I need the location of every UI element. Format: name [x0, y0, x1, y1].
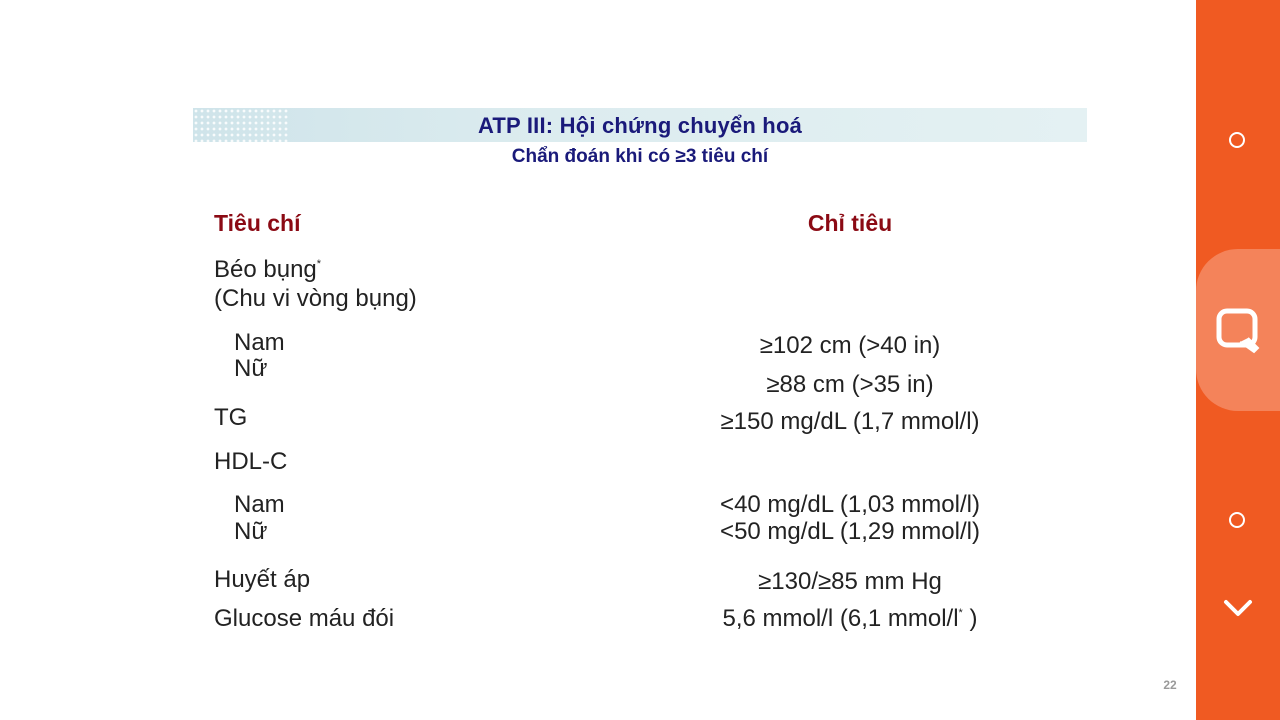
hdl-label: HDL-C	[214, 448, 288, 475]
bp-value: ≥130/≥85 mm Hg	[758, 568, 942, 595]
hdl-female-label: Nữ	[234, 518, 268, 545]
chevron-down-icon[interactable]	[1222, 596, 1254, 620]
tg-value: ≥150 mg/dL (1,7 mmol/l)	[720, 408, 980, 435]
circle-icon[interactable]	[1229, 512, 1245, 528]
waist-female-label: Nữ	[234, 355, 268, 382]
slide: ATP III: Hội chứng chuyển hoá Chẩn đoán …	[193, 108, 1177, 692]
header-threshold: Chỉ tiêu	[807, 210, 893, 236]
header-criteria: Tiêu chí	[214, 210, 301, 236]
waist-male-label: Nam	[234, 329, 285, 356]
slide-title: ATP III: Hội chứng chuyển hoá	[477, 113, 803, 138]
bp-label: Huyết áp	[214, 566, 311, 593]
glucose-value-close: )	[962, 605, 978, 632]
abdominal-obesity-label: Béo bụng	[214, 256, 317, 283]
glucose-value: 5,6 mmol/l (6,1 mmol/l* )	[640, 605, 1060, 633]
waist-female-value: ≥88 cm (>35 in)	[766, 371, 934, 398]
hdl-male-label: Nam	[234, 491, 285, 518]
slide-subtitle: Chẩn đoán khi có ≥3 tiêu chí	[511, 146, 769, 167]
glucose-mark: *	[958, 607, 963, 619]
search-button-highlight	[1196, 249, 1280, 411]
abdominal-obesity-mark: *	[316, 258, 322, 270]
title-band-pattern	[193, 108, 289, 142]
circle-icon[interactable]	[1229, 132, 1245, 148]
hdl-male-value: <40 mg/dL (1,03 mmol/l)	[720, 491, 980, 518]
title-band	[193, 108, 1087, 142]
glucose-value-text: 5,6 mmol/l (6,1 mmol/l	[722, 605, 959, 632]
glucose-label: Glucose máu đói	[214, 605, 395, 632]
row-abdominal-obesity: Béo bụng*	[214, 256, 321, 284]
page-number: 22	[1163, 678, 1177, 692]
search-icon[interactable]	[1214, 306, 1262, 356]
row-waist: (Chu vi vòng bụng)	[214, 285, 417, 312]
tg-label: TG	[214, 404, 248, 431]
hdl-female-value: <50 mg/dL (1,29 mmol/l)	[720, 518, 980, 545]
waist-male-value: ≥102 cm (>40 in)	[759, 332, 941, 359]
